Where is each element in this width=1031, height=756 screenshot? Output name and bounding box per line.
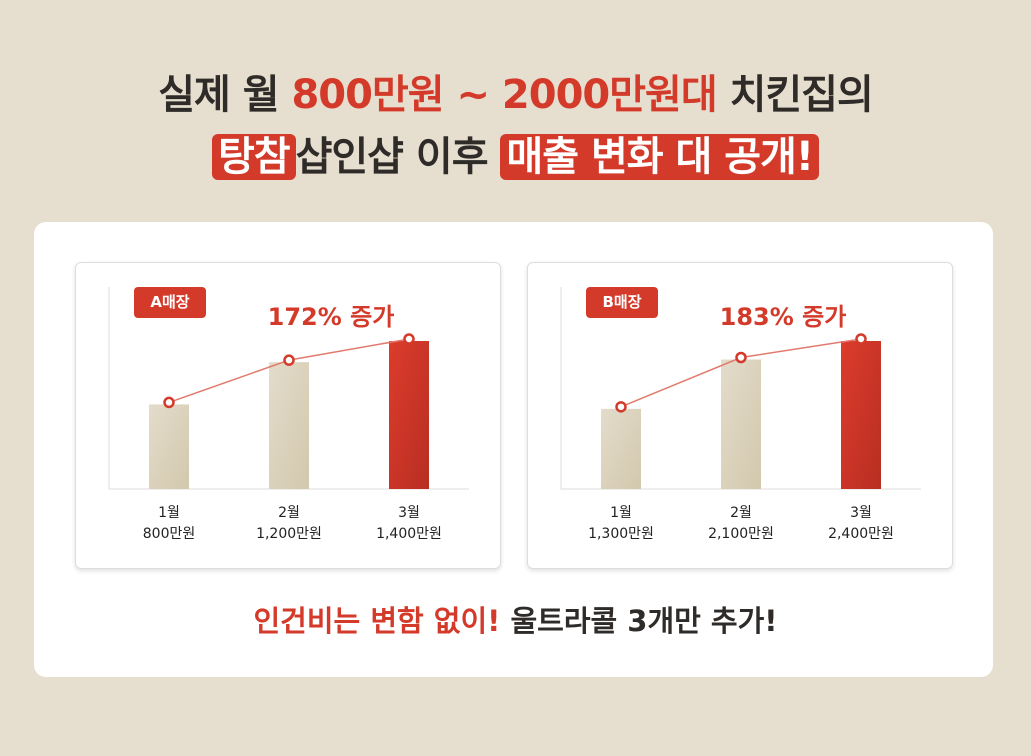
month-label: 1월	[158, 505, 180, 521]
bar	[149, 404, 189, 489]
bar	[721, 359, 761, 489]
headline-badge: 매출 변화 대 공개!	[500, 134, 820, 180]
headline-text: 치킨집의	[716, 72, 874, 118]
value-label: 800만원	[142, 526, 196, 542]
chart-card-b: B매장 183% 증가 1월 1,300만원 2월 2,100만원 3월 2,400만원	[527, 262, 953, 569]
trend-point	[163, 396, 175, 409]
month-label: 2월	[730, 505, 752, 521]
month-label: 3월	[850, 505, 872, 521]
x-tick-label: 2월 2,100만원	[681, 503, 801, 545]
store-badge: A매장	[134, 287, 206, 318]
value-label: 2,400만원	[828, 526, 894, 542]
x-tick-label: 3월 2,400만원	[801, 503, 921, 545]
trend-point	[283, 354, 295, 366]
store-badge: B매장	[586, 287, 658, 318]
value-label: 1,400만원	[376, 526, 442, 542]
x-tick-label: 1월 800만원	[109, 503, 229, 545]
headline-badge: 탕참	[211, 134, 296, 180]
month-label: 1월	[610, 505, 632, 521]
headline-text: 샵인샵 이후	[295, 134, 501, 180]
value-label: 1,200만원	[256, 526, 322, 542]
chart-svg	[108, 287, 469, 490]
value-label: 1,300만원	[588, 526, 654, 542]
headline-highlight: 800만원 ~ 2000만원대	[291, 72, 717, 118]
headline-text: 실제 월	[158, 72, 292, 118]
bar	[601, 408, 641, 489]
increase-label: 172% 증가	[267, 303, 395, 331]
bar	[389, 341, 429, 489]
trend-point	[615, 401, 627, 413]
month-label: 3월	[398, 505, 420, 521]
footer-highlight: 인건비는 변함 없이!	[253, 604, 501, 638]
chart-svg	[560, 287, 921, 490]
x-tick-label: 1월 1,300만원	[561, 503, 681, 545]
trend-point	[735, 351, 747, 364]
bar	[841, 341, 881, 489]
month-label: 2월	[278, 505, 300, 521]
bar	[269, 362, 309, 489]
x-tick-label: 3월 1,400만원	[349, 503, 469, 545]
x-tick-label: 2월 1,200만원	[229, 503, 349, 545]
headline-line-2: 탕참 샵인샵 이후 매출 변화 대 공개!	[0, 124, 1031, 182]
increase-label: 183% 증가	[719, 303, 847, 331]
trend-point	[403, 333, 415, 345]
headline-line-1: 실제 월 800만원 ~ 2000만원대 치킨집의	[0, 62, 1031, 120]
chart-card-a: A매장 172% 증가 1월 800만원 2월 1,200만원 3월 1,400만원	[75, 262, 501, 569]
value-label: 2,100만원	[708, 526, 774, 542]
footer-text: 울트라콜 3개만 추가!	[500, 604, 778, 638]
footer-message: 인건비는 변함 없이! 울트라콜 3개만 추가!	[0, 598, 1031, 640]
trend-point	[855, 333, 867, 345]
